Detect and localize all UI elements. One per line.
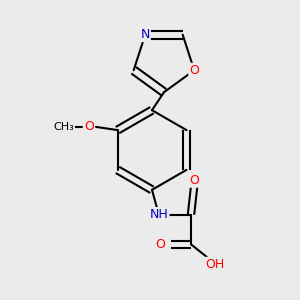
Text: OH: OH <box>205 258 224 271</box>
Text: O: O <box>155 238 165 251</box>
Text: O: O <box>189 64 199 77</box>
Text: O: O <box>84 120 94 134</box>
Text: O: O <box>189 174 199 187</box>
Text: N: N <box>140 28 150 41</box>
Text: NH: NH <box>150 208 169 221</box>
Text: CH₃: CH₃ <box>53 122 74 132</box>
